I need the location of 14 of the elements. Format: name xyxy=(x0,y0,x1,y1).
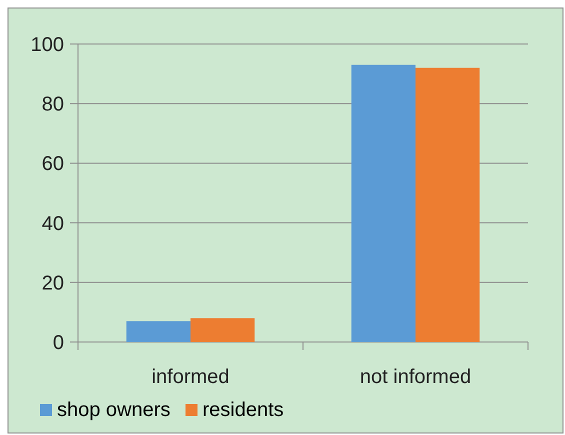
legend-label: shop owners xyxy=(57,399,170,421)
y-tick-label: 0 xyxy=(52,332,64,354)
bar xyxy=(351,64,416,342)
x-tick-label: informed xyxy=(152,366,230,388)
legend-label: residents xyxy=(202,399,284,421)
y-tick-label: 40 xyxy=(42,212,64,235)
y-tick-label: 100 xyxy=(30,34,64,56)
bar xyxy=(416,68,480,342)
x-tick-label: not informed xyxy=(360,366,472,388)
bar xyxy=(126,321,190,342)
y-tick-label: 20 xyxy=(42,272,64,294)
bar xyxy=(190,318,255,342)
y-tick-label: 60 xyxy=(42,153,64,176)
y-tick-label: 80 xyxy=(42,94,64,116)
